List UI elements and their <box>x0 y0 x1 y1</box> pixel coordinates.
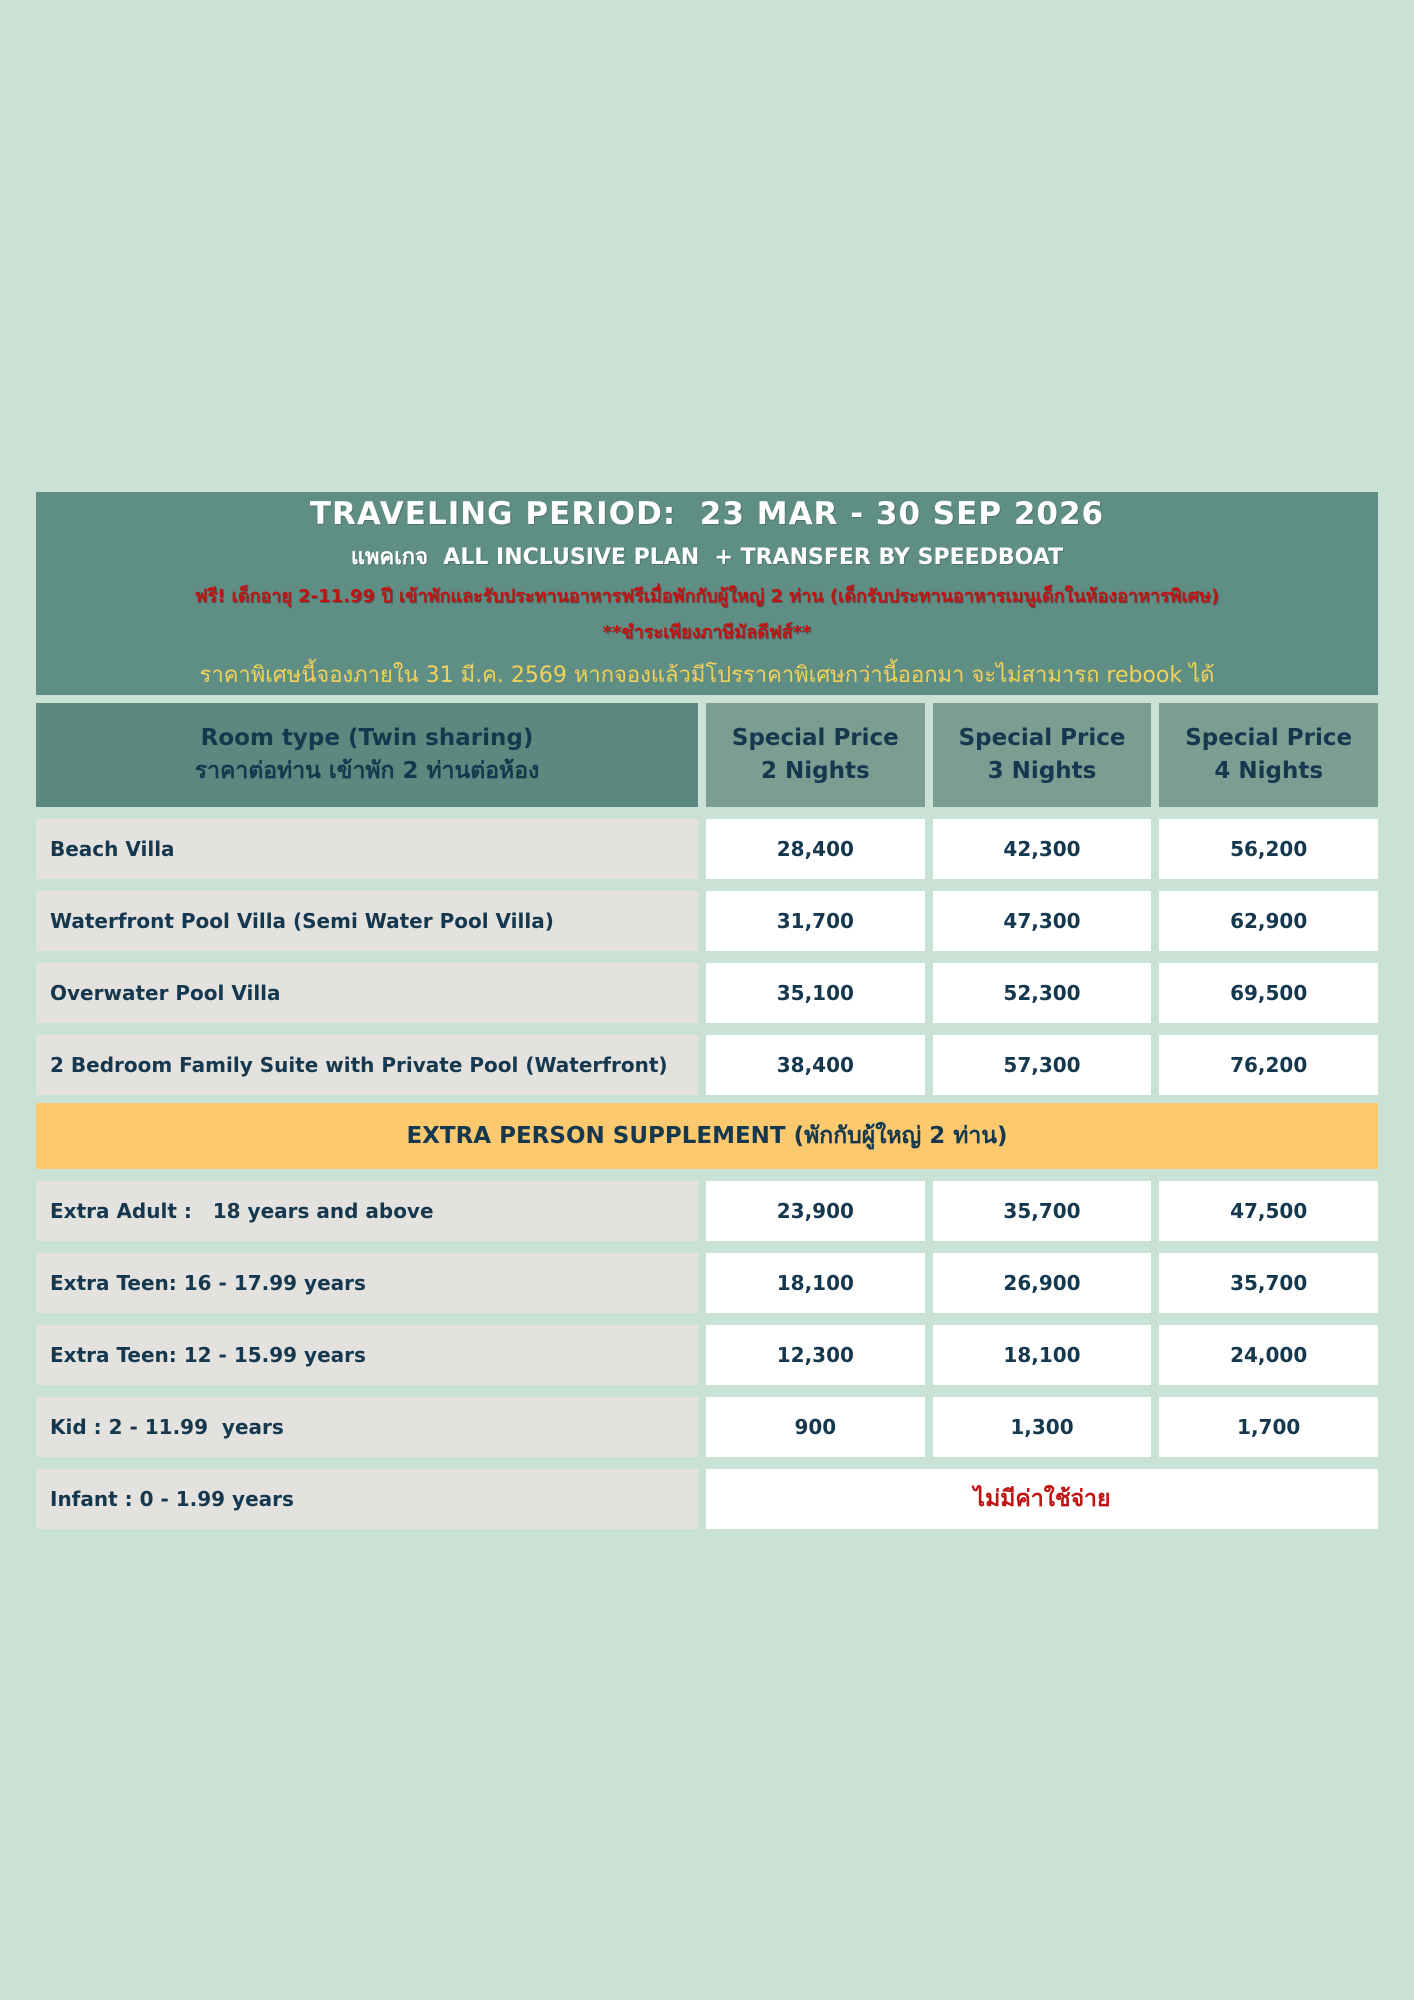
table-row: Extra Teen: 16 - 17.99 years 18,100 26,9… <box>36 1253 1379 1313</box>
price-cell: 47,300 <box>932 891 1152 951</box>
price-header-2-nights: Special Price 2 Nights <box>706 703 925 807</box>
package-subtitle: แพคเกจ ALL INCLUSIVE PLAN + TRANSFER BY … <box>350 544 1064 570</box>
room-name: Overwater Pool Villa <box>36 963 698 1023</box>
tax-note-line: **ชำระเพียงภาษีมัลดีฟส์** <box>602 621 812 643</box>
price-header-4-nights: Special Price 4 Nights <box>1159 703 1379 807</box>
price-cell: 56,200 <box>1159 819 1379 879</box>
room-type-header-en: Room type (Twin sharing) <box>200 724 534 751</box>
nights-label: 3 Nights <box>987 758 1097 784</box>
price-cell: 1,700 <box>1159 1397 1379 1457</box>
table-row: Overwater Pool Villa 35,100 52,300 69,50… <box>36 963 1379 1023</box>
price-cell: 18,100 <box>932 1325 1152 1385</box>
price-cell: 12,300 <box>706 1325 925 1385</box>
price-cell: 28,400 <box>706 819 925 879</box>
supplement-name: Extra Adult : 18 years and above <box>36 1181 698 1241</box>
room-name: 2 Bedroom Family Suite with Private Pool… <box>36 1035 698 1095</box>
table-row: Extra Teen: 12 - 15.99 years 12,300 18,1… <box>36 1325 1379 1385</box>
table-row: Extra Adult : 18 years and above 23,900 … <box>36 1181 1379 1241</box>
supplement-name: Extra Teen: 12 - 15.99 years <box>36 1325 698 1385</box>
price-cell: 23,900 <box>706 1181 925 1241</box>
special-price-label: Special Price <box>958 724 1126 751</box>
price-cell: 62,900 <box>1159 891 1379 951</box>
table-row: Kid : 2 - 11.99 years 900 1,300 1,700 <box>36 1397 1379 1457</box>
price-cell: 69,500 <box>1159 963 1379 1023</box>
price-cell: 42,300 <box>932 819 1152 879</box>
price-cell: 31,700 <box>706 891 925 951</box>
room-type-header-cell: Room type (Twin sharing) ราคาต่อท่าน เข้… <box>36 703 698 807</box>
price-cell: 76,200 <box>1159 1035 1379 1095</box>
supplement-name: Infant : 0 - 1.99 years <box>36 1469 698 1529</box>
price-cell: 900 <box>706 1397 925 1457</box>
table-row: 2 Bedroom Family Suite with Private Pool… <box>36 1035 1379 1095</box>
special-price-label: Special Price <box>1185 724 1353 751</box>
nights-label: 2 Nights <box>761 758 870 784</box>
supplement-name: Extra Teen: 16 - 17.99 years <box>36 1253 698 1313</box>
table-row-infant: Infant : 0 - 1.99 years ไม่มีค่าใช้จ่าย <box>36 1469 1378 1529</box>
price-cell: 35,100 <box>706 963 925 1023</box>
booking-deadline-note: ราคาพิเศษนี้จองภายใน 31 มี.ค. 2569 หากจอ… <box>199 662 1215 688</box>
price-cell: 24,000 <box>1159 1325 1379 1385</box>
price-cell: 52,300 <box>932 963 1152 1023</box>
price-cell: 18,100 <box>706 1253 925 1313</box>
header-banner: TRAVELING PERIOD: 23 MAR - 30 SEP 2026 แ… <box>36 492 1378 695</box>
room-name: Waterfront Pool Villa (Semi Water Pool V… <box>36 891 698 951</box>
price-cell: 35,700 <box>1159 1253 1379 1313</box>
table-row: Beach Villa 28,400 42,300 56,200 <box>36 819 1379 879</box>
free-child-promo-line: ฟรี! เด็กอายุ 2-11.99 ปี เข้าพักและรับปร… <box>194 585 1220 607</box>
room-type-header-th: ราคาต่อท่าน เข้าพัก 2 ท่านต่อห้อง <box>194 758 540 784</box>
traveling-period-title: TRAVELING PERIOD: 23 MAR - 30 SEP 2026 <box>309 495 1105 532</box>
price-cell: 38,400 <box>706 1035 925 1095</box>
price-cell: 57,300 <box>932 1035 1152 1095</box>
price-cell: 1,300 <box>932 1397 1152 1457</box>
price-cell: 35,700 <box>932 1181 1152 1241</box>
table-row: Waterfront Pool Villa (Semi Water Pool V… <box>36 891 1379 951</box>
nights-label: 4 Nights <box>1214 758 1324 784</box>
supplement-name: Kid : 2 - 11.99 years <box>36 1397 698 1457</box>
free-of-charge-cell: ไม่มีค่าใช้จ่าย <box>706 1469 1378 1529</box>
extra-person-supplement-header: EXTRA PERSON SUPPLEMENT (พักกับผู้ใหญ่ 2… <box>36 1103 1378 1169</box>
table-header-row: Room type (Twin sharing) ราคาต่อท่าน เข้… <box>36 703 1379 807</box>
price-sheet: TRAVELING PERIOD: 23 MAR - 30 SEP 2026 แ… <box>36 492 1379 1529</box>
price-cell: 47,500 <box>1159 1181 1379 1241</box>
room-name: Beach Villa <box>36 819 698 879</box>
price-header-3-nights: Special Price 3 Nights <box>932 703 1152 807</box>
special-price-label: Special Price <box>731 724 899 751</box>
price-cell: 26,900 <box>932 1253 1152 1313</box>
